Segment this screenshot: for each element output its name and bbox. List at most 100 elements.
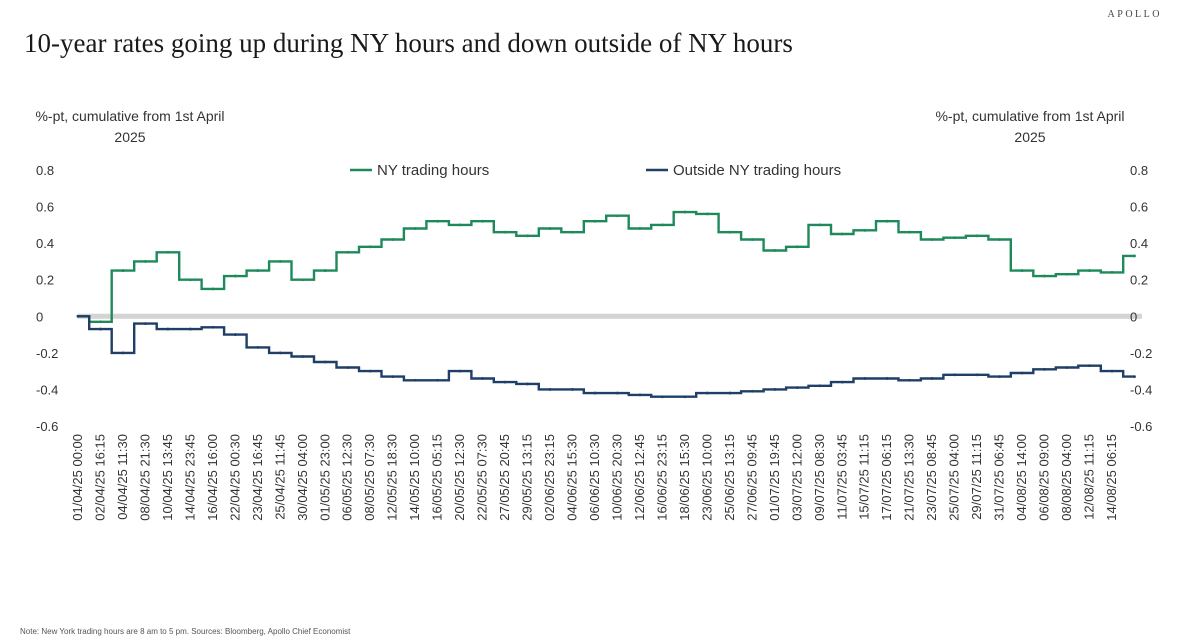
x-tick-label: 04/08/25 14:00 <box>1014 434 1029 521</box>
data-point <box>166 327 170 331</box>
x-tick-label: 09/07/25 08:30 <box>812 434 827 521</box>
data-point <box>76 314 80 318</box>
x-tick-label: 23/06/25 10:00 <box>699 434 714 521</box>
data-point <box>593 391 597 395</box>
x-tick-label: 23/07/25 08:45 <box>924 434 939 521</box>
series-line-ny-hours <box>78 210 1135 323</box>
page-title: 10-year rates going up during NY hours a… <box>24 28 793 58</box>
data-point <box>908 230 912 234</box>
x-tick-label: 11/07/25 03:45 <box>834 434 849 520</box>
x-tick-label: 20/05/25 12:30 <box>452 434 467 521</box>
data-point <box>975 373 979 377</box>
data-point <box>638 227 642 230</box>
data-point <box>188 278 192 282</box>
x-tick-label: 25/06/25 13:15 <box>722 434 737 521</box>
y-tick-label-right: -0.4 <box>1130 382 1152 397</box>
legend-label: NY trading hours <box>377 162 489 179</box>
x-tick-label: 08/08/25 04:00 <box>1059 434 1074 521</box>
data-point <box>571 388 574 391</box>
x-tick-label: 27/05/25 20:45 <box>497 434 512 521</box>
data-point <box>413 378 417 382</box>
data-point <box>638 393 642 397</box>
y-tick-label-right: 0.8 <box>1130 163 1148 178</box>
x-tick-label: 12/05/25 18:30 <box>385 434 400 521</box>
data-point <box>233 333 237 336</box>
x-tick-label: 17/07/25 06:15 <box>879 434 894 521</box>
data-point <box>346 250 350 254</box>
data-point <box>885 377 889 380</box>
x-tick-label: 22/05/25 07:30 <box>475 434 490 521</box>
data-point <box>750 238 754 241</box>
y-tick-label-left: 0 <box>36 309 43 324</box>
data-point <box>773 388 777 391</box>
data-point <box>1065 366 1069 369</box>
data-point <box>323 269 327 272</box>
x-tick-label: 22/04/25 00:30 <box>227 434 242 521</box>
data-point <box>188 327 192 331</box>
data-point <box>863 228 867 232</box>
x-tick-label: 23/04/25 16:45 <box>250 434 265 521</box>
data-point <box>391 375 395 379</box>
x-tick-label: 18/06/25 15:30 <box>677 434 692 521</box>
data-point <box>818 384 822 388</box>
data-point <box>908 378 912 382</box>
data-point <box>795 386 799 389</box>
x-tick-label: 01/07/25 19:45 <box>767 434 782 521</box>
data-point <box>99 327 102 331</box>
data-point <box>301 278 305 282</box>
x-tick-label: 08/05/25 07:30 <box>362 434 377 521</box>
x-tick-label: 06/08/25 09:00 <box>1037 434 1052 521</box>
series-line-outside-ny-hours <box>78 315 1135 398</box>
data-point <box>1088 364 1091 368</box>
x-tick-label: 06/06/25 10:30 <box>587 434 602 521</box>
y-tick-label-left: -0.6 <box>36 419 58 434</box>
data-point <box>301 355 305 358</box>
data-point <box>436 378 440 382</box>
x-tick-label: 31/07/25 06:45 <box>992 434 1007 521</box>
data-point <box>458 223 462 227</box>
x-tick-label: 01/05/25 23:00 <box>317 434 332 521</box>
data-point <box>323 360 327 364</box>
y-tick-label-right: 0.2 <box>1130 273 1148 288</box>
y-tick-label-left: 0.2 <box>36 273 54 288</box>
x-tick-label: 27/06/25 09:45 <box>744 434 759 521</box>
data-point <box>1133 375 1136 379</box>
x-tick-label: 29/05/25 13:15 <box>520 434 535 521</box>
left-axis-title: %-pt, cumulative from 1st April 2025 <box>35 108 225 145</box>
data-point <box>616 214 619 218</box>
data-point <box>1020 269 1024 272</box>
y-tick-label-right: -0.2 <box>1130 346 1152 361</box>
data-point <box>1110 369 1114 373</box>
data-point <box>458 369 462 373</box>
right-axis-title: %-pt, cumulative from 1st April 2025 <box>935 108 1125 145</box>
data-point <box>616 391 619 395</box>
data-point <box>278 260 282 263</box>
data-point <box>998 375 1002 379</box>
data-point <box>144 322 147 325</box>
data-point <box>930 238 934 241</box>
x-tick-label: 25/07/25 04:00 <box>947 434 962 521</box>
data-point <box>705 391 709 395</box>
data-point <box>683 395 687 399</box>
data-point <box>728 391 732 395</box>
data-point <box>144 260 147 263</box>
data-point <box>661 395 664 399</box>
data-point <box>840 232 844 236</box>
data-point <box>773 249 777 252</box>
x-tick-label: 16/05/25 05:15 <box>430 434 445 521</box>
data-point <box>953 236 957 240</box>
x-tick-label: 14/05/25 10:00 <box>407 434 422 521</box>
data-point <box>840 380 844 384</box>
data-point <box>368 369 372 373</box>
x-tick-label: 10/06/25 20:30 <box>609 434 624 521</box>
data-point <box>1088 269 1091 272</box>
x-tick-label: 16/06/25 23:15 <box>654 434 669 521</box>
data-point <box>571 230 574 234</box>
data-point <box>391 238 395 241</box>
footnote: Note: New York trading hours are 8 am to… <box>20 627 351 636</box>
data-point <box>436 219 440 223</box>
data-point <box>481 377 485 380</box>
x-tick-label: 04/06/25 15:30 <box>565 434 580 521</box>
data-point <box>526 234 529 238</box>
